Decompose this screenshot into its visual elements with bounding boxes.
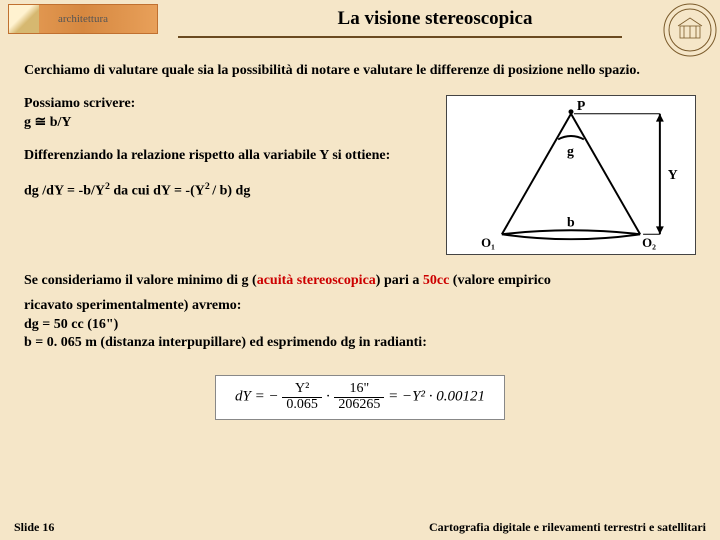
block-write: Possiamo scrivere: g ≅ b/Y <box>24 95 434 133</box>
figure-column: P g b Y O₁ O₂ <box>446 95 696 262</box>
footer-right: Cartografia digitale e rilevamenti terre… <box>429 520 706 535</box>
p2b2: da cui dY = -(Y <box>110 183 205 198</box>
diag-P: P <box>577 98 586 113</box>
formula-box: dY = − Y² 0.065 · 16" 206265 = −Y² · 0.0… <box>215 375 505 419</box>
p1b: g ≅ b/Y <box>24 114 434 133</box>
slide-number: 16 <box>42 520 54 534</box>
diag-Y: Y <box>668 167 678 182</box>
block-acuity: Se consideriamo il valore minimo di g (a… <box>24 272 696 291</box>
title-underline <box>178 36 622 38</box>
page-title: La visione stereoscopica <box>158 8 712 30</box>
diag-O1: O₁ <box>481 236 495 250</box>
p2a: Differenziando la relazione rispetto all… <box>24 147 434 166</box>
intro-paragraph: Cerchiamo di valutare quale sia la possi… <box>24 62 696 81</box>
block-diff: Differenziando la relazione rispetto all… <box>24 147 434 166</box>
f-num1: Y² <box>282 382 322 398</box>
f-den1: 0.065 <box>282 398 322 413</box>
header: architettura La visione stereoscopica <box>0 0 720 48</box>
p2b1: dg /dY = -b/Y <box>24 183 105 198</box>
diag-O2: O₂ <box>642 236 656 250</box>
footer: Slide 16 Cartografia digitale e rilevame… <box>0 514 720 540</box>
p4b: dg = 50 cc (16") <box>24 316 696 335</box>
slide-label: Slide <box>14 520 42 534</box>
p1a: Possiamo scrivere: <box>24 95 434 114</box>
faculty-logo: architettura <box>8 4 158 34</box>
f-den2: 206265 <box>334 398 384 413</box>
f-rhs: = −Y² · 0.00121 <box>388 389 485 405</box>
frac1: Y² 0.065 <box>282 382 322 412</box>
block-diff-eq: dg /dY = -b/Y2 da cui dY = -(Y2 / b) dg <box>24 180 434 202</box>
p3a: Se consideriamo il valore minimo di g ( <box>24 273 257 288</box>
p4c: b = 0. 065 m (distanza interpupillare) e… <box>24 334 696 353</box>
footer-left: Slide 16 <box>14 520 54 535</box>
parallax-diagram: P g b Y O₁ O₂ <box>446 95 696 255</box>
university-seal-icon <box>662 2 718 58</box>
diag-b: b <box>567 214 575 229</box>
f-num2: 16" <box>334 382 384 398</box>
left-text-column: Possiamo scrivere: g ≅ b/Y Differenziand… <box>24 95 434 262</box>
diag-g: g <box>567 143 574 158</box>
faculty-logo-text: architettura <box>58 13 108 25</box>
frac2: 16" 206265 <box>334 382 384 412</box>
f-lhs: dY = − <box>235 389 279 405</box>
block-values: ricavato sperimentalmente) avremo: dg = … <box>24 297 696 354</box>
p3b: ) pari a <box>376 273 423 288</box>
p3c: (valore empirico <box>449 273 551 288</box>
p4a: ricavato sperimentalmente) avremo: <box>24 297 696 316</box>
title-wrap: La visione stereoscopica <box>158 4 712 38</box>
p3-red1: acuità stereoscopica <box>257 273 376 288</box>
row-with-figure: Possiamo scrivere: g ≅ b/Y Differenziand… <box>24 95 696 262</box>
p2b3: / b) dg <box>212 183 250 198</box>
p3-red2: 50cc <box>423 273 449 288</box>
content: Cerchiamo di valutare quale sia la possi… <box>0 48 720 420</box>
